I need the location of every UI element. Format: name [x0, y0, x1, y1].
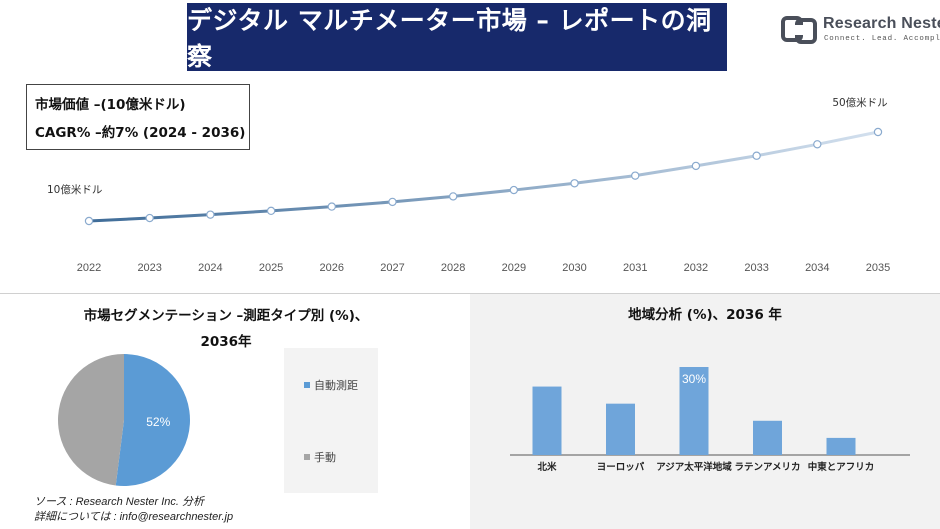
pie-slice-auto	[115, 354, 190, 486]
x-tick-2030: 2030	[562, 262, 586, 274]
segment-title-line2: 2036年	[200, 334, 252, 350]
section-divider	[0, 293, 940, 294]
logo-name: Research Nester	[823, 15, 940, 32]
bar-category-label-3: ラテンアメリカ	[734, 462, 800, 473]
market-info-box: 市場価値 –(10億米ドル) CAGR% –約7% (2024 - 2036)	[26, 84, 250, 150]
x-tick-2031: 2031	[623, 262, 647, 274]
line-point-2032	[691, 161, 701, 171]
line-point-2033	[752, 151, 761, 160]
x-tick-2024: 2024	[198, 262, 222, 274]
bar-category-label-0: 北米	[537, 461, 557, 473]
bar-category-label-1: ヨーロッパ	[597, 461, 645, 473]
x-tick-2029: 2029	[502, 262, 526, 274]
market-growth-line	[88, 130, 879, 223]
line-point-2024	[206, 210, 215, 219]
x-tick-2034: 2034	[805, 262, 829, 274]
logo-icon	[781, 16, 817, 44]
pie-slice-manual	[57, 354, 124, 486]
line-point-2035	[873, 127, 883, 137]
market-value-label: 市場価値 –(10億米ドル)	[35, 97, 186, 113]
line-point-2023	[145, 213, 154, 223]
line-point-2030	[570, 179, 579, 188]
region-chart-title: 地域分析 (%)、2036 年	[628, 307, 782, 323]
line-point-2028	[448, 192, 458, 201]
bar-4	[826, 437, 856, 455]
bar-category-label-4: 中東とアフリカ	[808, 461, 875, 473]
market-growth-line-chart: 2022 2023 2024 2025 2026 2027 2028 2029 2030 2031…	[47, 96, 890, 274]
x-tick-2023: 2023	[137, 262, 161, 274]
legend-label-manual: 手動	[314, 451, 336, 464]
line-point-2022	[84, 216, 94, 226]
legend-item-auto: 自動測距	[304, 377, 358, 393]
segment-chart-title: 市場セグメンテーション –測距タイプ別 (%)、 2036年	[36, 303, 416, 355]
line-annotation-2035: 50億米ドル	[832, 96, 887, 109]
bar-2	[679, 367, 709, 455]
x-tick-2027: 2027	[380, 262, 404, 274]
bar-category-label-2: アジア太平洋地域	[656, 461, 732, 473]
line-point-2027	[388, 197, 397, 207]
research-nester-logo: Research Nester Connect. Lead. Accomplis…	[780, 12, 940, 48]
line-point-2025	[266, 206, 276, 216]
line-point-2034	[813, 140, 822, 149]
x-tick-2032: 2032	[684, 262, 708, 274]
x-tick-2022: 2022	[77, 262, 101, 274]
bar-1	[606, 403, 635, 455]
legend-swatch-manual	[304, 454, 310, 460]
legend-item-manual: 手動	[304, 449, 336, 465]
line-point-2029	[509, 185, 519, 195]
line-point-2031	[631, 171, 640, 180]
legend-label-auto: 自動測距	[314, 379, 358, 392]
x-tick-2025: 2025	[259, 262, 283, 274]
bar-0	[532, 386, 562, 455]
x-tick-2033: 2033	[744, 262, 768, 274]
x-tick-2035: 2035	[866, 262, 890, 274]
source-note: ソース : Research Nester Inc. 分析 詳細については : …	[34, 495, 233, 525]
bar-3	[753, 420, 782, 455]
report-title-banner: デジタル マルチメーター市場 – レポートの洞察	[187, 3, 727, 71]
report-title: デジタル マルチメーター市場 – レポートの洞察	[187, 6, 712, 71]
pie-legend: 自動測距 手動	[284, 348, 378, 493]
bar-data-label-2: 30%	[682, 372, 706, 386]
pie-data-label-0: 52%	[146, 415, 170, 429]
segment-title-line1: 市場セグメンテーション –測距タイプ別 (%)、	[83, 308, 369, 324]
cagr-label: CAGR% –約7% (2024 - 2036)	[35, 125, 246, 141]
x-tick-2028: 2028	[441, 262, 465, 274]
line-point-2026	[327, 202, 336, 211]
contact-line: 詳細については : info@researchnester.jp	[34, 511, 234, 523]
logo-tagline: Connect. Lead. Accomplish	[824, 35, 940, 43]
line-annotation-2022: 10億米ドル	[47, 183, 102, 196]
x-tick-2026: 2026	[320, 262, 344, 274]
legend-swatch-auto	[304, 382, 310, 388]
region-bar-chart: 北米 ヨーロッパ アジア太平洋地域 30% ラテンアメリカ 中東とアフリカ	[510, 367, 910, 473]
source-line: ソース : Research Nester Inc. 分析	[34, 496, 204, 508]
ranging-type-pie-chart: 52%	[57, 354, 190, 486]
